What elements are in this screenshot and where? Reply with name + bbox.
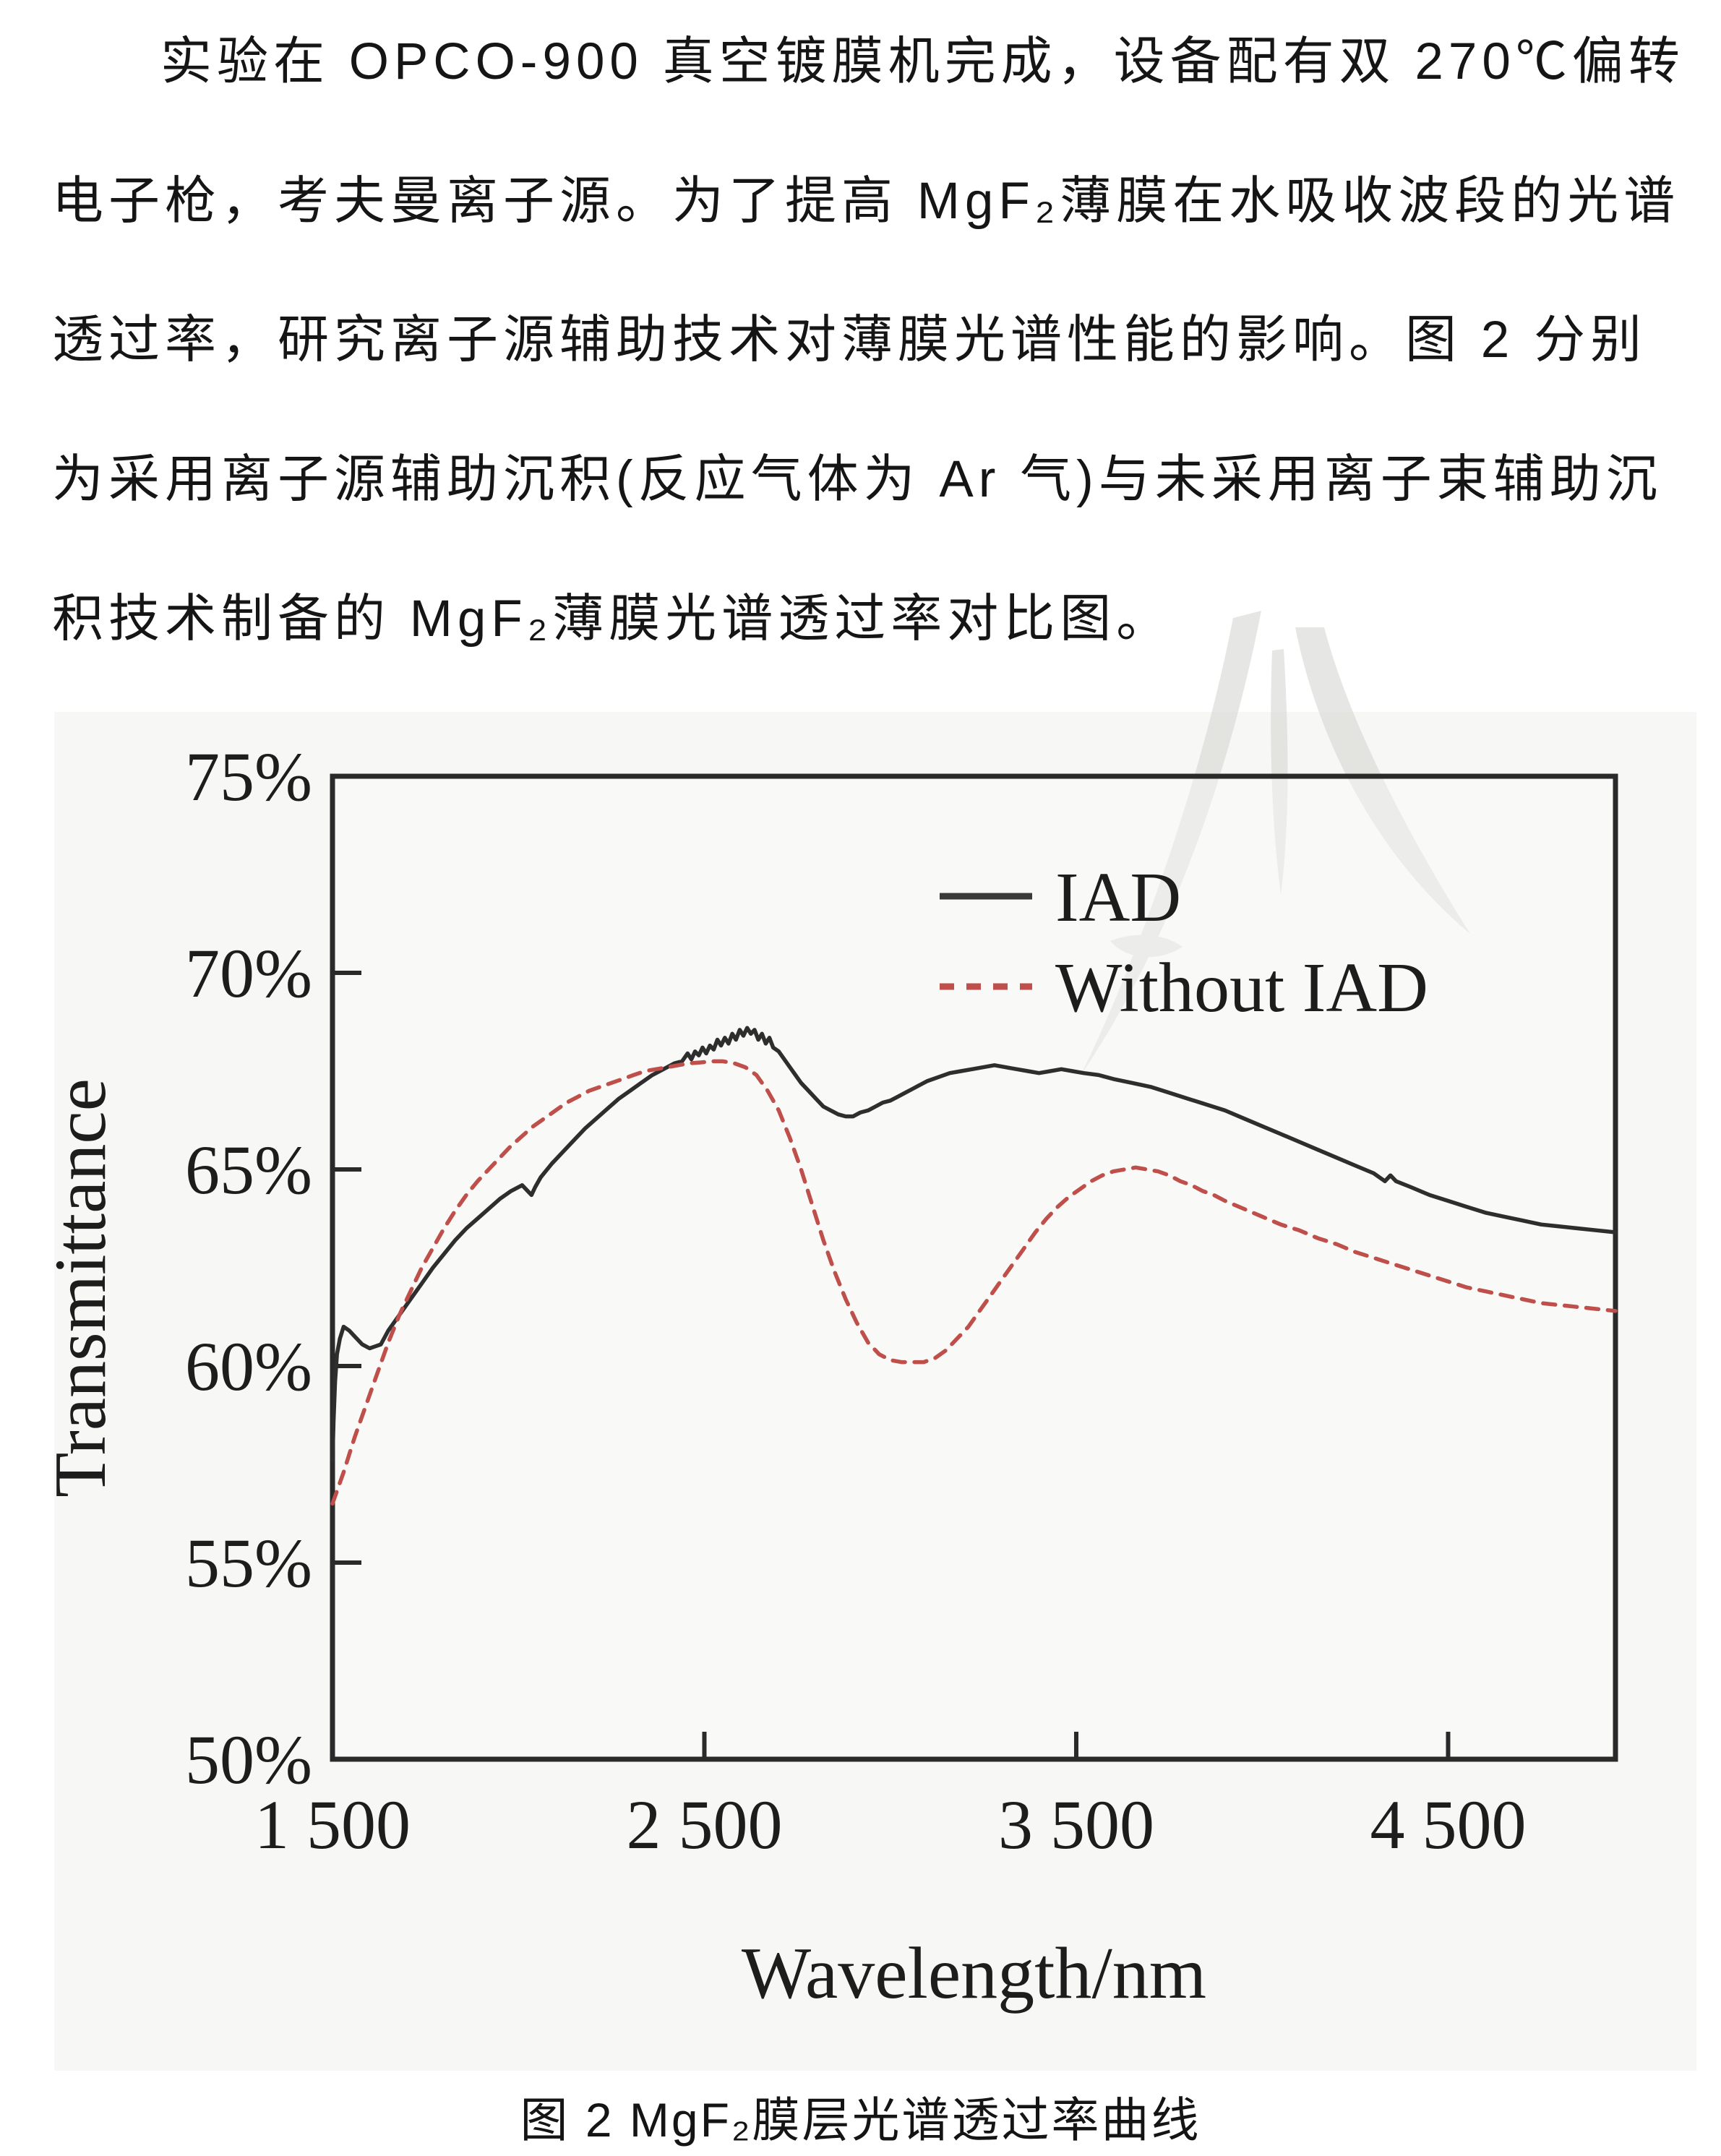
x-tick-label: 4 500 [1370, 1786, 1526, 1863]
y-tick-label: 75% [185, 738, 312, 815]
figure-caption: 图 2 MgF₂膜层光谱透过率曲线 [520, 2093, 1201, 2147]
paragraph-line-2: 电子枪，考夫曼离子源。为了提高 MgF₂薄膜在水吸收波段的光谱 [52, 173, 1681, 230]
x-tick-label: 2 500 [626, 1786, 782, 1863]
transmittance-chart: 1 500 2 500 3 500 4 500 50% 55% 60% 65% 70% 75% Wa… [54, 738, 1618, 2014]
y-tick-label: 50% [185, 1721, 312, 1798]
paragraph-line-1: 实验在 OPCO-900 真空镀膜机完成，设备配有双 270℃偏转 [160, 33, 1685, 90]
plot-border [330, 773, 1618, 1762]
legend-label: Without IAD [1055, 949, 1428, 1027]
iad-curve [330, 1026, 1618, 1463]
x-tick-label: 3 500 [998, 1786, 1154, 1863]
y-tick-label: 65% [185, 1131, 312, 1208]
paragraph-line-4: 为采用离子源辅助沉积(反应气体为 Ar 气)与未采用离子束辅助沉 [52, 451, 1662, 508]
without-iad-curve [330, 1059, 1618, 1506]
y-tick-label: 70% [185, 935, 312, 1012]
legend-label: IAD [1055, 859, 1181, 937]
y-tick-label: 55% [185, 1524, 312, 1602]
paragraph-line-3: 透过率，研究离子源辅助技术对薄膜光谱性能的影响。图 2 分别 [52, 312, 1647, 369]
x-axis-title: Wavelength/nm [742, 1933, 1206, 2014]
figure-panel [54, 712, 1696, 2071]
y-tick-label: 60% [185, 1328, 312, 1405]
x-tick-label: 1 500 [254, 1786, 411, 1863]
y-axis-title: Transmittance [54, 1078, 121, 1498]
paragraph-line-5: 积技术制备的 MgF₂薄膜光谱透过率对比图。 [52, 590, 1173, 648]
